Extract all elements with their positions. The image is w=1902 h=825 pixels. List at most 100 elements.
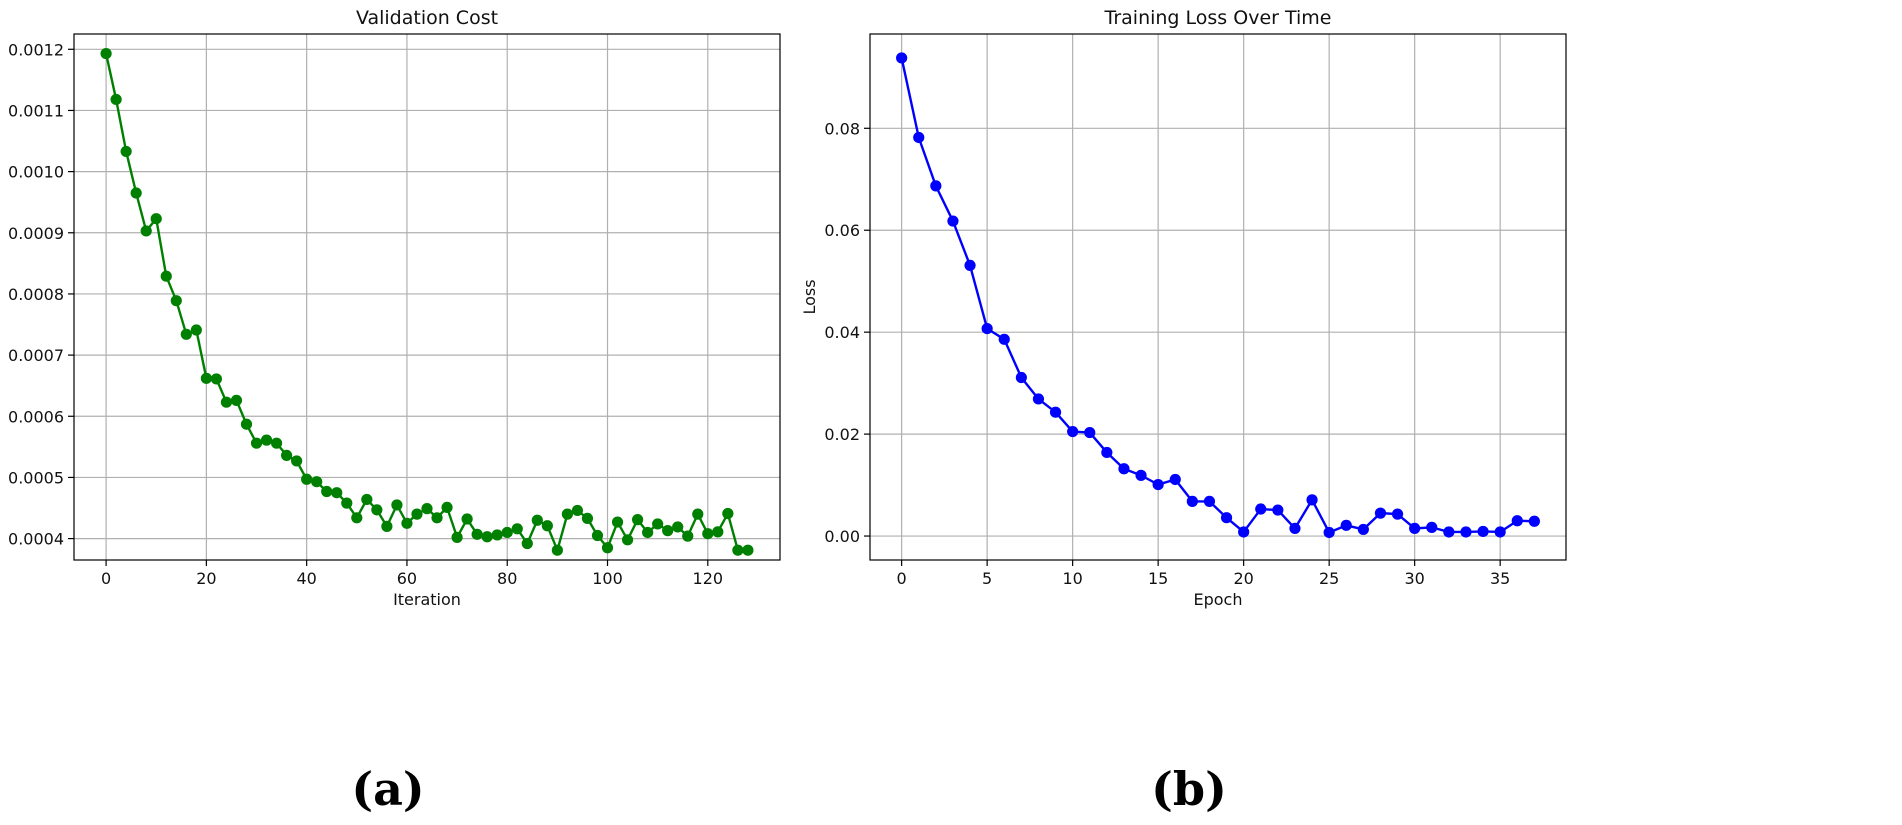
data-point bbox=[930, 180, 942, 192]
data-point bbox=[100, 47, 112, 60]
data-point bbox=[230, 394, 243, 406]
x-tick-label: 0 bbox=[101, 569, 111, 588]
data-point bbox=[742, 544, 754, 556]
data-point bbox=[321, 485, 333, 498]
data-point bbox=[964, 259, 976, 271]
data-point bbox=[331, 487, 343, 499]
data-point bbox=[160, 270, 172, 282]
data-point bbox=[311, 476, 323, 488]
data-point bbox=[1084, 426, 1096, 439]
data-point bbox=[391, 499, 403, 511]
data-point bbox=[722, 507, 734, 520]
data-point bbox=[1049, 406, 1062, 418]
data-point bbox=[551, 544, 563, 556]
y-tick-label: 0.08 bbox=[824, 119, 860, 138]
data-point bbox=[1238, 526, 1250, 538]
data-point bbox=[702, 528, 714, 540]
data-point bbox=[1494, 526, 1506, 538]
data-point bbox=[652, 518, 664, 530]
x-tick-label: 0 bbox=[897, 569, 907, 588]
data-point bbox=[140, 225, 152, 237]
data-point bbox=[1255, 503, 1267, 515]
chart-training-loss: 0 5 10 15 20 25 30 35 0.00 0.02 0.04 0.06 0.08 Traini… bbox=[800, 7, 1567, 816]
y-tick-label: 0.0010 bbox=[8, 163, 64, 182]
data-point bbox=[682, 530, 694, 542]
y-tick-label: 0.02 bbox=[824, 425, 860, 444]
data-point bbox=[200, 372, 212, 384]
x-axis-label: Epoch bbox=[1194, 590, 1243, 609]
data-point bbox=[1340, 519, 1352, 531]
data-point bbox=[692, 508, 704, 520]
data-point bbox=[662, 525, 674, 537]
y-tick-label: 0.0004 bbox=[8, 530, 64, 549]
data-point bbox=[621, 534, 634, 546]
panel-label: (a) bbox=[351, 762, 424, 816]
data-point bbox=[411, 508, 423, 520]
data-point bbox=[220, 396, 233, 408]
data-point bbox=[541, 520, 553, 532]
data-point bbox=[947, 215, 959, 227]
data-point bbox=[1135, 469, 1147, 481]
y-tick-label: 0.0012 bbox=[8, 40, 64, 59]
data-point bbox=[281, 449, 293, 462]
x-tick-label: 5 bbox=[982, 569, 992, 588]
y-tick-label: 0.0007 bbox=[8, 346, 64, 365]
data-point bbox=[260, 434, 273, 446]
chart-validation-cost: 0 20 40 60 80 100 120 0.0004 0.0005 0.0006 0.0007 0… bbox=[8, 7, 781, 816]
x-tick-label: 20 bbox=[1233, 569, 1253, 588]
data-point bbox=[250, 437, 263, 449]
data-point bbox=[170, 295, 182, 307]
plot-frame bbox=[869, 33, 1567, 561]
y-tick-label: 0.06 bbox=[824, 221, 860, 240]
y-tick-label: 0.04 bbox=[824, 323, 860, 342]
data-point bbox=[1528, 515, 1540, 527]
plot-frame bbox=[73, 33, 781, 561]
y-tick-label: 0.0011 bbox=[8, 101, 64, 120]
data-point bbox=[351, 512, 363, 524]
y-tick-label: 0.0009 bbox=[8, 224, 64, 243]
data-point bbox=[1477, 525, 1489, 538]
data-point bbox=[581, 512, 594, 525]
y-axis-label: Loss bbox=[800, 279, 819, 314]
y-tick-label: 0.0006 bbox=[8, 407, 64, 426]
data-point bbox=[1391, 508, 1404, 520]
data-point bbox=[732, 544, 744, 556]
x-tick-label: 10 bbox=[1062, 569, 1082, 588]
x-tick-label: 30 bbox=[1404, 569, 1424, 588]
data-point bbox=[301, 473, 313, 485]
data-point bbox=[591, 529, 604, 542]
data-point bbox=[441, 501, 453, 513]
data-point bbox=[401, 517, 413, 529]
y-tick-label: 0.00 bbox=[824, 527, 860, 546]
x-tick-label: 20 bbox=[196, 569, 216, 588]
data-point bbox=[471, 528, 483, 540]
data-point bbox=[1032, 393, 1045, 405]
data-point bbox=[601, 542, 614, 554]
data-point bbox=[1511, 515, 1523, 527]
data-point bbox=[1152, 478, 1164, 491]
data-point bbox=[1101, 446, 1113, 459]
data-point bbox=[481, 531, 493, 543]
data-point bbox=[1426, 521, 1438, 533]
data-point bbox=[1289, 522, 1301, 534]
data-point bbox=[511, 523, 523, 535]
data-point bbox=[421, 503, 433, 515]
data-point bbox=[1118, 463, 1130, 475]
data-point bbox=[361, 493, 373, 506]
data-point bbox=[341, 497, 353, 509]
data-point bbox=[501, 526, 513, 539]
data-point bbox=[561, 508, 573, 520]
data-point bbox=[371, 504, 383, 516]
data-point bbox=[240, 418, 253, 430]
data-point bbox=[270, 437, 283, 449]
x-tick-label: 15 bbox=[1148, 569, 1168, 588]
data-point bbox=[531, 514, 543, 526]
x-tick-label: 60 bbox=[397, 569, 417, 588]
data-point bbox=[712, 526, 724, 538]
data-point bbox=[451, 531, 463, 543]
y-tick-label: 0.0008 bbox=[8, 285, 64, 304]
data-point bbox=[998, 333, 1010, 345]
x-tick-label: 80 bbox=[497, 569, 517, 588]
x-tick-label: 40 bbox=[296, 569, 316, 588]
